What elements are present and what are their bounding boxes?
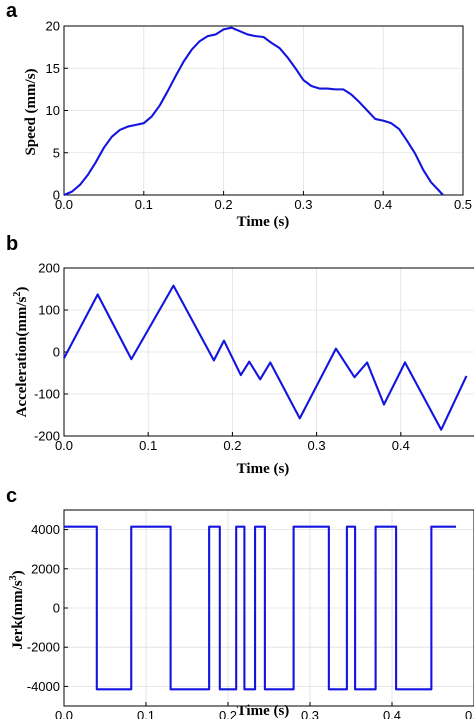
x-tick-label: 0.3: [294, 197, 312, 212]
x-tick-label: 0.1: [135, 197, 153, 212]
y-tick-label: 0: [53, 188, 60, 203]
y-tick-label: -2000: [27, 640, 60, 655]
panel-c-x-axis-title: Time (s): [237, 703, 290, 719]
panel-b: b 0.0 0.1 0.2 0.3 0.4 -200 -100 0 100 200 Time (…: [6, 233, 474, 477]
acceleration-series-line: [63, 284, 468, 431]
panel-a-grid: [63, 25, 464, 196]
panel-b-y-axis-title-main: Acceleration(mm/s: [14, 296, 30, 417]
panel-a-y-axis-title: Speed (mm/s): [23, 68, 39, 155]
x-tick-label: 0.0: [55, 708, 73, 719]
y-tick-label: -200: [34, 429, 60, 444]
y-tick-label: -4000: [27, 679, 60, 694]
panel-c-y-axis-title-main: Jerk(mm/s: [10, 580, 26, 649]
x-tick-label: 0.1: [137, 708, 155, 719]
panel-b-y-axis-title-superscript: 2: [12, 292, 23, 297]
x-tick-label: 0.5: [454, 197, 472, 212]
y-tick-label: -100: [34, 387, 60, 402]
panel-c-grid: [63, 510, 474, 706]
panel-c-x-ticks: 0.0 0.1 0.2 0.3 0.4 0.5: [55, 702, 474, 719]
panel-c-label: c: [6, 485, 17, 507]
x-tick-label: 0.2: [223, 438, 241, 453]
x-tick-label: 0.0: [55, 438, 73, 453]
x-tick-label: 0.2: [215, 197, 233, 212]
y-tick-label: 5: [53, 145, 60, 160]
panel-a-x-ticks: 0.0 0.1 0.2 0.3 0.4 0.5: [55, 191, 472, 212]
y-tick-label: 2000: [31, 561, 60, 576]
y-tick-label: 0: [53, 345, 60, 360]
x-tick-label: 0.2: [219, 708, 237, 719]
x-tick-label: 0.5: [465, 708, 474, 719]
x-tick-label: 0.4: [392, 438, 410, 453]
panel-c-y-axis-title-close: ): [10, 570, 26, 575]
y-tick-label: 200: [38, 261, 60, 276]
y-tick-label: 20: [46, 19, 60, 34]
panel-a-label: a: [6, 0, 18, 22]
panel-b-y-ticks: -200 -100 0 100 200: [34, 261, 68, 444]
y-tick-label: 10: [46, 103, 60, 118]
speed-series-line: [63, 26, 444, 196]
panel-b-grid: [63, 267, 474, 437]
x-tick-label: 0.4: [383, 708, 401, 719]
panel-b-x-axis-title: Time (s): [237, 461, 290, 477]
panel-c: c 0.0 0.1 0.2 0.3 0.4 0.5 -4000 -2000 0 2000 4000…: [6, 485, 474, 719]
panel-a-y-ticks: 0 5 10 15 20: [46, 19, 68, 203]
x-tick-label: 0.3: [308, 438, 326, 453]
panel-b-label: b: [6, 233, 18, 255]
y-tick-label: 15: [46, 61, 60, 76]
x-tick-label: 0.4: [374, 197, 392, 212]
panel-a: a 0.0 0.1 0.2 0.3 0.4 0.5 0 5 10 15 20 Time (s) S…: [6, 0, 472, 230]
panel-b-x-ticks: 0.0 0.1 0.2 0.3 0.4: [55, 432, 410, 453]
x-tick-label: 0.1: [139, 438, 157, 453]
panel-b-y-axis-title-close: ): [14, 287, 30, 292]
panel-a-x-axis-title: Time (s): [237, 214, 290, 230]
x-tick-label: 0.3: [301, 708, 319, 719]
panel-c-y-axis-title: Jerk(mm/s3): [8, 570, 26, 649]
jerk-series-line: [64, 525, 456, 691]
panel-b-y-axis-title: Acceleration(mm/s2): [12, 287, 30, 418]
y-tick-label: 4000: [31, 522, 60, 537]
y-tick-label: 100: [38, 303, 60, 318]
y-tick-label: 0: [53, 601, 60, 616]
panel-c-y-axis-title-superscript: 3: [8, 575, 19, 580]
x-tick-label: 0.0: [55, 197, 73, 212]
panel-c-y-ticks: -4000 -2000 0 2000 4000: [27, 522, 68, 694]
